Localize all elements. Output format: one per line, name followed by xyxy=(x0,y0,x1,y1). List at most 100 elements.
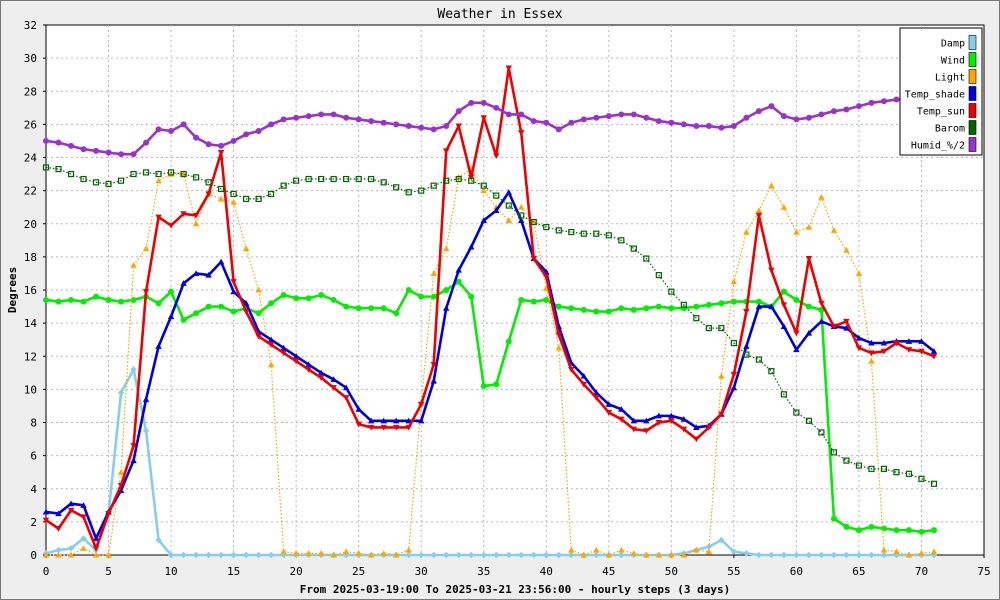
data-point-barom xyxy=(343,175,350,183)
data-point-humid-2 xyxy=(55,139,62,146)
data-point-wind xyxy=(80,298,87,305)
data-point-light xyxy=(680,551,688,558)
data-point-barom xyxy=(80,175,87,183)
data-point-damp xyxy=(130,366,137,373)
data-point-humid-2 xyxy=(855,103,862,110)
data-point-barom xyxy=(192,174,200,181)
data-point-light xyxy=(217,195,225,202)
data-point-wind xyxy=(893,527,900,534)
data-point-temp-shade xyxy=(80,502,87,508)
data-point-temp-sun xyxy=(693,436,700,443)
data-point-damp xyxy=(443,551,450,559)
data-point-humid-2 xyxy=(730,123,737,130)
x-tick-label: 0 xyxy=(43,565,50,578)
data-point-damp xyxy=(555,551,562,559)
legend-label-humid-2: Humid_%/2 xyxy=(911,141,965,152)
data-point-barom xyxy=(743,351,750,358)
data-point-wind xyxy=(643,305,650,312)
data-point-damp xyxy=(543,551,550,559)
data-point-temp-sun xyxy=(142,289,150,295)
data-point-temp-shade xyxy=(518,217,525,223)
data-point-temp-shade xyxy=(280,344,287,351)
data-point-temp-shade xyxy=(655,412,663,419)
data-point-light xyxy=(743,228,750,235)
data-point-temp-sun xyxy=(618,416,625,423)
data-point-temp-shade xyxy=(493,207,500,214)
data-point-temp-shade xyxy=(443,305,450,311)
data-point-temp-sun xyxy=(117,482,125,489)
data-point-barom xyxy=(393,184,400,191)
data-point-light xyxy=(267,361,275,368)
data-point-temp-sun xyxy=(443,148,450,155)
data-point-light xyxy=(855,270,863,276)
data-point-temp-shade xyxy=(468,243,475,250)
data-point-barom xyxy=(493,192,500,199)
data-point-barom xyxy=(930,480,938,487)
y-tick-label: 20 xyxy=(24,218,37,231)
data-point-humid-2 xyxy=(643,114,650,121)
data-point-temp-sun xyxy=(493,153,500,160)
data-point-humid-2 xyxy=(155,126,162,133)
data-point-temp-shade xyxy=(430,377,437,384)
data-point-humid-2 xyxy=(455,108,462,115)
data-point-temp-shade xyxy=(292,353,300,359)
data-point-temp-sun xyxy=(392,424,400,431)
data-point-temp-sun xyxy=(893,340,900,347)
data-point-light xyxy=(818,194,825,200)
data-point-wind xyxy=(480,383,487,390)
data-point-humid-2 xyxy=(143,139,150,146)
data-point-temp-sun xyxy=(593,395,600,401)
data-point-wind xyxy=(830,515,837,522)
x-tick-label: 75 xyxy=(977,565,990,578)
data-point-wind xyxy=(93,293,100,300)
data-point-damp xyxy=(530,551,537,559)
data-point-wind xyxy=(630,306,637,313)
data-point-light xyxy=(693,546,700,553)
data-point-temp-shade xyxy=(317,369,325,376)
data-point-damp xyxy=(755,551,763,559)
data-point-temp-shade xyxy=(693,424,700,431)
data-point-temp-shade xyxy=(92,535,100,541)
y-tick-label: 16 xyxy=(24,284,37,297)
data-point-wind xyxy=(43,296,49,303)
data-point-wind xyxy=(455,278,462,285)
data-point-damp xyxy=(743,550,750,557)
data-point-temp-sun xyxy=(568,366,575,373)
data-point-damp xyxy=(593,551,600,559)
data-point-damp xyxy=(818,551,825,559)
data-point-temp-shade xyxy=(755,303,763,310)
data-point-wind xyxy=(268,300,275,307)
data-point-temp-sun xyxy=(930,353,938,360)
data-point-temp-shade xyxy=(192,270,200,276)
data-point-temp-sun xyxy=(430,361,437,368)
data-point-temp-sun xyxy=(242,308,250,315)
data-point-light xyxy=(843,247,850,253)
data-point-light xyxy=(105,551,112,558)
x-tick-label: 50 xyxy=(665,565,678,578)
data-point-temp-shade xyxy=(455,266,462,273)
data-point-temp-sun xyxy=(418,401,425,408)
data-point-temp-shade xyxy=(793,346,800,353)
data-point-barom xyxy=(618,237,625,244)
data-point-temp-shade xyxy=(367,417,375,424)
legend-label-light: Light xyxy=(935,73,965,84)
data-point-temp-sun xyxy=(55,525,62,532)
data-point-barom xyxy=(630,245,637,252)
data-point-barom xyxy=(718,324,725,332)
data-point-damp xyxy=(418,551,425,559)
data-point-temp-sun xyxy=(718,411,725,418)
data-point-humid-2 xyxy=(893,96,900,103)
data-point-temp-sun xyxy=(280,350,287,357)
data-point-humid-2 xyxy=(80,146,87,153)
data-point-wind xyxy=(580,306,587,313)
data-point-humid-2 xyxy=(380,119,387,126)
data-point-humid-2 xyxy=(393,121,400,128)
data-point-temp-shade xyxy=(217,258,225,265)
data-point-temp-sun xyxy=(67,507,75,514)
data-point-wind xyxy=(405,287,412,293)
data-point-humid-2 xyxy=(468,99,475,106)
data-point-wind xyxy=(618,305,625,312)
data-point-damp xyxy=(67,545,75,552)
data-point-temp-shade xyxy=(505,189,512,195)
x-tick-label: 25 xyxy=(352,565,365,578)
